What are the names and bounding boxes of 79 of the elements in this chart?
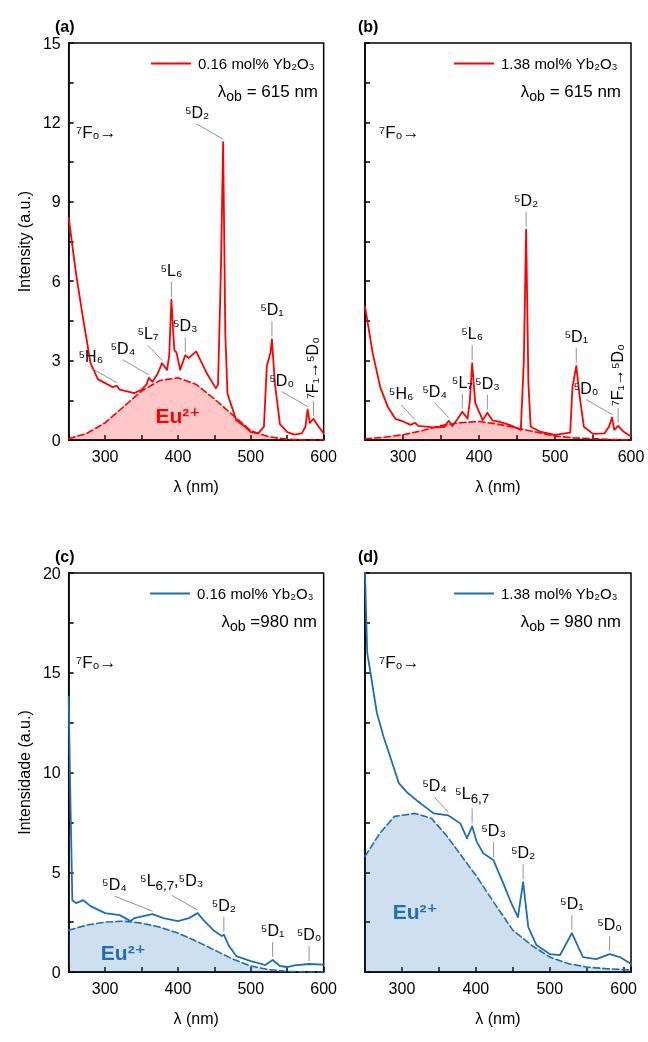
legend-label: 1.38 mol% Yb₂O₃ (501, 55, 618, 72)
annotation: ⁵D₂ (513, 191, 539, 210)
x-tick-label: 300 (389, 447, 417, 465)
y-tick-label: 15 (42, 664, 61, 682)
x-tick-label: 300 (91, 979, 119, 997)
x-axis-title: λ (nm) (475, 477, 521, 495)
y-axis-title: Intensidade (a.u.) (15, 710, 33, 835)
x-tick-label: 600 (610, 979, 638, 997)
annotation: ⁵L$_{6,7}$,⁵D₃ (140, 871, 204, 894)
annotation: ⁵D₂ (184, 103, 210, 123)
annotation: ⁵D₂ (510, 843, 536, 863)
legend-label: 0.16 mol% Yb₂O₃ (198, 55, 315, 72)
annotation: ⁷F₁→⁵D₀ (304, 337, 323, 399)
annotation: ⁵D₃ (475, 374, 500, 393)
chart-title: (a) (55, 17, 75, 35)
x-tick-label: 600 (617, 447, 645, 465)
line-series (67, 695, 325, 968)
y-tick-label: 9 (51, 193, 61, 211)
y-tick-label: 10 (42, 764, 61, 781)
annotation: ⁵D₂ (211, 896, 237, 915)
x-tick-label: 300 (388, 979, 416, 997)
y-tick-label: 5 (51, 863, 61, 881)
x-tick-label: 400 (164, 447, 192, 465)
annotation: ⁷F₀→ (379, 123, 420, 143)
y-tick-label: 20 (42, 564, 61, 582)
x-tick-label: 500 (237, 979, 265, 997)
series-label: Eu²⁺ (392, 899, 438, 924)
line-series (67, 141, 325, 436)
annotation: ⁵D₄ (102, 875, 127, 895)
x-axis-title: λ (nm) (173, 477, 219, 495)
annotation: ⁵D₁ (560, 894, 584, 914)
annotation: ⁵D₁ (260, 301, 284, 320)
annotation: ⁵D₃ (172, 316, 198, 336)
y-tick-label: 3 (51, 352, 61, 370)
annotation: ⁵D₁ (260, 921, 285, 941)
annotation: ⁵L₆ (461, 324, 484, 344)
x-tick-label: 500 (541, 447, 569, 465)
x-tick-label: 400 (462, 979, 490, 997)
x-tick-label: 400 (465, 447, 493, 465)
x-tick-label: 500 (536, 979, 564, 997)
y-axis-title: Intensity (a.u.) (15, 190, 33, 293)
x-tick-label: 600 (310, 447, 338, 465)
annotation: λ$_{ob}$ = 980 nm (520, 611, 621, 635)
annotation: ⁵D₄ (422, 777, 447, 796)
annotation: ⁵L₆ (160, 261, 183, 280)
annotation: λ$_{ob}$ = 615 nm (217, 81, 318, 105)
legend-label: 1.38 mol% Yb₂O₃ (501, 585, 618, 602)
x-tick-label: 300 (91, 447, 119, 465)
series-label: Eu²⁺ (100, 940, 146, 965)
annotation: ⁵D₁ (564, 327, 589, 346)
annotation: ⁵D₃ (481, 821, 506, 841)
y-tick-label: 0 (51, 963, 61, 981)
annotation: ⁷F₀→ (76, 653, 117, 673)
annotation: ⁷F₀→ (76, 123, 117, 143)
annotation: ⁵D₀ (296, 925, 322, 945)
x-tick-label: 600 (310, 979, 338, 997)
x-tick-label: 500 (237, 447, 265, 465)
x-axis-title: λ (nm) (173, 1009, 219, 1027)
annotation: ⁵L$_{6,7}$ (455, 784, 490, 807)
chart-title: (d) (358, 547, 379, 565)
chart-title: (c) (55, 547, 75, 565)
annotation: λ$_{ob}$ = 615 nm (520, 81, 621, 105)
annotation: ⁷F₁→⁵D₀ (608, 344, 627, 406)
annotation: ⁷F₀→ (379, 653, 420, 673)
y-tick-label: 15 (42, 34, 61, 52)
annotation: λ$_{ob}$ =980 nm (221, 611, 317, 635)
y-tick-label: 12 (42, 113, 61, 131)
annotation: ⁵D₄ (422, 382, 447, 401)
annotation: ⁵D₄ (110, 339, 136, 358)
annotation: ⁵D₀ (597, 915, 622, 935)
x-axis-title: λ (nm) (475, 1009, 521, 1027)
annotation: ⁵L₇ (137, 324, 159, 344)
y-tick-label: 0 (51, 431, 61, 449)
annotation: ⁵H₆ (388, 384, 414, 403)
x-tick-label: 400 (164, 979, 192, 997)
chart-title: (b) (358, 17, 379, 35)
series-label: Eu²⁺ (155, 404, 201, 429)
legend-label: 0.16 mol% Yb₂O₃ (197, 585, 314, 602)
y-tick-label: 6 (51, 272, 61, 290)
